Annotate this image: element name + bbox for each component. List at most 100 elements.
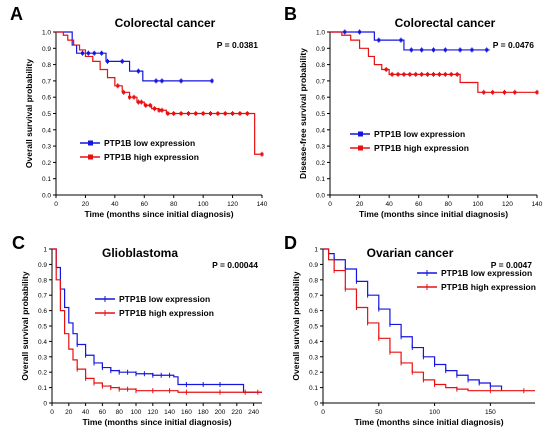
censor-marker [238, 112, 242, 115]
y-tick-label: 1.0 [316, 30, 325, 37]
y-tick-label: 0.4 [42, 127, 51, 134]
censor-marker [408, 72, 412, 76]
censor-marker [245, 112, 249, 115]
y-tick-label: 0.8 [42, 62, 51, 69]
censor-marker [136, 100, 140, 104]
censor-marker [92, 51, 96, 55]
legend-label: PTP1B low expression [374, 129, 465, 139]
x-tick-label: 80 [170, 201, 178, 208]
x-tick-label: 0 [321, 409, 325, 416]
y-tick-label: 0.6 [38, 308, 47, 315]
p-value: P = 0.00044 [212, 260, 258, 270]
x-tick-label: 150 [485, 409, 496, 416]
y-tick-label: 0.4 [316, 127, 325, 134]
legend-label: PTP1B high expression [119, 308, 214, 318]
censor-marker [160, 79, 164, 83]
x-tick-label: 40 [111, 201, 119, 208]
y-tick-label: 0.5 [38, 324, 47, 331]
censor-marker [148, 103, 152, 107]
x-tick-label: 120 [147, 409, 158, 416]
censor-marker [157, 108, 161, 112]
censor-marker [377, 38, 381, 42]
y-tick-label: 1.0 [42, 30, 51, 37]
legend-label: PTP1B low expression [119, 294, 210, 304]
x-tick-label: 160 [181, 409, 192, 416]
panel-c: C Glioblastoma P = 0.00044 0 0.1 0.2 0.3 0.4 0.5… [12, 233, 262, 427]
y-axis-label: Overall survival probability [24, 59, 34, 168]
x-tick-label: 20 [65, 409, 73, 416]
y-tick-label: 0.9 [42, 46, 51, 53]
x-tick-label: 20 [82, 201, 90, 208]
y-tick-label: 0.8 [38, 277, 47, 284]
y-tick-label: 0.1 [38, 385, 47, 392]
y-tick-label: 0.6 [309, 308, 318, 315]
x-tick-label: 100 [429, 409, 440, 416]
y-tick-label: 0.5 [42, 111, 51, 118]
censor-marker [172, 112, 176, 115]
x-tick-label: 60 [141, 201, 149, 208]
censor-marker [201, 112, 205, 115]
legend-label: PTP1B high expression [374, 143, 469, 153]
survival-curve [323, 248, 535, 392]
censor-marker [166, 112, 170, 115]
censor-marker [223, 112, 227, 115]
censor-marker [260, 152, 264, 156]
censor-marker [396, 72, 400, 76]
y-tick-label: 0.2 [42, 160, 51, 167]
y-tick-label: 0.2 [38, 370, 47, 377]
censor-marker [179, 79, 183, 83]
x-tick-label: 140 [532, 201, 543, 208]
censor-marker [458, 48, 462, 52]
censor-marker [100, 51, 104, 55]
x-tick-label: 40 [386, 201, 394, 208]
x-axis-label: Time (months since initial diagnosis) [359, 209, 508, 219]
censor-marker [420, 48, 424, 52]
y-tick-label: 0.1 [316, 176, 325, 183]
y-tick-label: 0.2 [309, 370, 318, 377]
censor-marker [432, 48, 435, 52]
x-tick-label: 60 [99, 409, 107, 416]
survival-curve [52, 248, 262, 393]
censor-marker [186, 112, 190, 115]
censor-marker [513, 90, 517, 94]
legend: PTP1B low expression PTP1B high expressio… [80, 138, 199, 162]
censor-marker [194, 112, 198, 115]
series-high-expression [52, 248, 262, 395]
panel-d: D Ovarian cancer P = 0.0047 0 0.1 0.2 0.3 0.4 0.… [284, 233, 536, 427]
censor-marker [358, 30, 362, 34]
censor-marker [491, 90, 495, 94]
y-axis-label: Overall survival probability [20, 271, 30, 380]
legend-marker [88, 140, 93, 146]
censor-marker [139, 100, 143, 104]
x-tick-label: 100 [131, 409, 142, 416]
panel-b: B Colorectal cancer P = 0.0476 0.0 0.1 0.2 0.3… [284, 4, 543, 219]
x-tick-label: 50 [375, 409, 383, 416]
y-tick-label: 0.7 [316, 78, 325, 85]
chart-title: Ovarian cancer [367, 246, 454, 260]
x-tick-label: 100 [198, 201, 209, 208]
y-tick-label: 0.8 [309, 277, 318, 284]
survival-curve [330, 31, 537, 93]
censor-marker [437, 72, 441, 76]
censor-marker [343, 30, 347, 34]
censor-marker [485, 48, 489, 52]
series-high-expression [56, 31, 264, 157]
y-axis-label: Disease-free survival probability [298, 48, 308, 179]
censor-marker [399, 38, 403, 42]
censor-marker [535, 90, 539, 94]
censor-marker [455, 72, 459, 76]
censor-marker [482, 90, 486, 94]
censor-marker [86, 51, 90, 55]
censor-marker [154, 79, 158, 83]
x-axis-label: Time (months since initial diagnosis) [82, 417, 231, 427]
censor-marker [426, 72, 430, 76]
x-tick-label: 0 [54, 201, 58, 208]
censor-marker [132, 95, 136, 99]
censor-marker [209, 112, 212, 115]
panel-letter: A [10, 4, 23, 24]
censor-marker [384, 67, 388, 71]
y-tick-label: 0.9 [316, 46, 325, 53]
legend-label: PTP1B high expression [104, 152, 199, 162]
legend-marker [358, 145, 363, 151]
